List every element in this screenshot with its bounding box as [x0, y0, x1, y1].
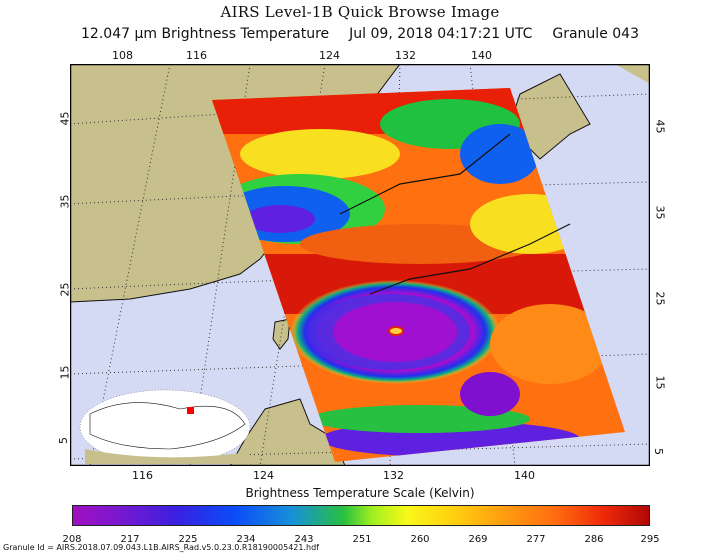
graticule: [70, 64, 650, 466]
map-frame: [70, 64, 650, 466]
lat-tick-right: 35: [653, 205, 667, 220]
chart-subtitle: 12.047 µm Brightness Temperature Jul 09, …: [0, 26, 720, 42]
lat-tick-left: 5: [57, 437, 70, 444]
colorbar-tick: 251: [352, 534, 372, 545]
wavelength-label: 12.047 µm Brightness Temperature: [81, 26, 330, 42]
lon-tick-top: 140: [471, 49, 492, 62]
coastline: [339, 133, 511, 215]
colorbar-tick: 295: [640, 534, 660, 545]
colorbar-tick: 260: [410, 534, 430, 545]
lon-tick-bottom: 132: [383, 469, 404, 482]
lat-tick-right: 15: [653, 375, 667, 390]
granule-id: Granule Id = AIRS.2018.07.09.043.L1B.AIR…: [3, 543, 319, 552]
granule-label: Granule 043: [552, 26, 639, 42]
lon-tick-top: 116: [186, 49, 207, 62]
lon-tick-top: 124: [319, 49, 340, 62]
land-hokkaido: [509, 73, 591, 160]
colorbar-tick: 208: [62, 534, 82, 545]
colorbar: [72, 505, 650, 526]
colorbar-title: Brightness Temperature Scale (Kelvin): [245, 486, 475, 500]
coastline-japan: [369, 223, 571, 295]
colorbar-tick: 234: [236, 534, 256, 545]
lon-tick-bottom: 140: [514, 469, 535, 482]
colorbar-tick: 217: [120, 534, 140, 545]
inset-swath-marker: [187, 407, 194, 414]
lon-tick-bottom: 124: [253, 469, 274, 482]
satellite-map: [70, 64, 650, 466]
lon-tick-top: 108: [112, 49, 133, 62]
colorbar-tick: 225: [178, 534, 198, 545]
inset-world-map: [79, 389, 251, 465]
colorbar-tick: 286: [584, 534, 604, 545]
colorbar-tick: 277: [526, 534, 546, 545]
lon-tick-bottom: 116: [132, 469, 153, 482]
lat-tick-right: 25: [653, 291, 667, 306]
datetime-label: Jul 09, 2018 04:17:21 UTC: [349, 26, 533, 42]
lat-tick-right: 5: [652, 448, 665, 455]
colorbar-tick: 269: [468, 534, 488, 545]
lat-tick-right: 45: [653, 119, 667, 134]
land-corner: [615, 64, 650, 84]
colorbar-tick: 243: [294, 534, 314, 545]
lon-tick-top: 132: [395, 49, 416, 62]
chart-title: AIRS Level-1B Quick Browse Image: [220, 3, 500, 21]
